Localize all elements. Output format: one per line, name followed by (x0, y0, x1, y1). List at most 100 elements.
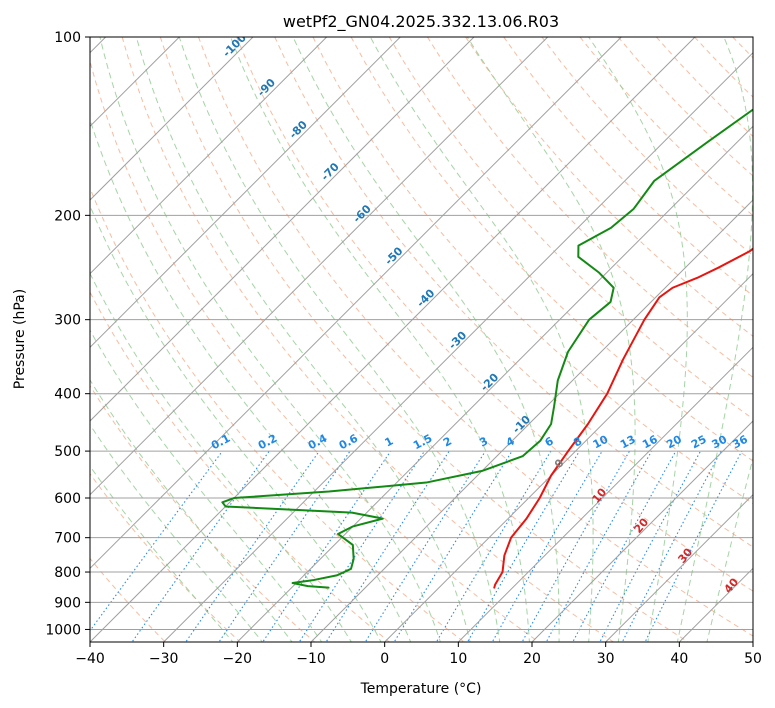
profile-lines (221, 108, 753, 589)
mixing-ratio-line (131, 450, 270, 642)
mixing-ratio-line (185, 450, 320, 642)
dry-adiabat-label: -10 (510, 413, 533, 436)
dewpoint-profile-line (221, 108, 753, 589)
mixing-ratio-line (435, 450, 552, 642)
y-tick-label: 100 (54, 30, 81, 46)
dry-adiabat-line (236, 37, 753, 592)
temperature-profile-line (493, 247, 753, 589)
dry-adiabat-label: -60 (351, 202, 374, 225)
mixing-ratio-label: 10 (591, 433, 611, 452)
dry-adiabat-line (541, 37, 753, 257)
dry-adiabat-line (90, 384, 316, 642)
mixing-ratio-label: 30 (710, 433, 730, 452)
dry-adiabat-label: -90 (255, 76, 278, 99)
dry-adiabat-label: -40 (414, 286, 437, 309)
mixing-ratio-line (262, 450, 392, 642)
x-tick-label: 20 (523, 651, 541, 667)
mixing-ratio-line (572, 450, 677, 642)
dry-adiabat-line (694, 37, 753, 98)
mixing-ratio-label: 16 (640, 433, 660, 452)
mixing-ratio-line (218, 450, 351, 642)
isotherm-line (90, 37, 622, 570)
mixing-ratio-label: 0.4 (306, 432, 330, 453)
isotherm-line (163, 51, 753, 642)
x-tick-label: 40 (670, 651, 688, 667)
y-tick-label: 1000 (45, 622, 81, 638)
moist-adiabat-line (369, 37, 594, 642)
x-tick-label: −10 (296, 651, 326, 667)
moist-adiabat-line (466, 37, 636, 642)
isotherm-line (310, 199, 753, 642)
mixing-ratio-line (90, 450, 223, 632)
dry-adiabat-label: -30 (446, 328, 469, 351)
mixing-ratio-line (393, 450, 513, 642)
mixing-ratio-label: 25 (689, 433, 709, 452)
mixing-ratio-line (644, 450, 743, 642)
isotherm-line (90, 37, 401, 349)
mixing-ratio-label: 20 (664, 433, 684, 452)
dry-adiabat-label: -50 (382, 244, 405, 267)
mixing-ratio-line (364, 450, 486, 642)
isotherm-line (90, 37, 475, 422)
x-tick-label: 50 (744, 651, 762, 667)
mixing-ratio-label: 36 (730, 433, 750, 452)
x-tick-label: −20 (223, 651, 253, 667)
isotherm-line (605, 493, 753, 642)
mixing-ratio-label: 1 (383, 434, 396, 449)
mixing-ratio-line (621, 450, 722, 642)
background-lines (90, 37, 775, 644)
x-tick-label: 30 (597, 651, 615, 667)
isotherm-line (457, 346, 753, 642)
dry-adiabat-line (90, 472, 241, 642)
y-tick-label: 500 (54, 444, 81, 460)
moist-adiabat-label: 40 (721, 575, 741, 595)
chart-title: wetPf2_GN04.2025.332.13.06.R03 (283, 12, 559, 32)
isotherm-line (752, 641, 753, 642)
x-axis-ticks: −40 −30 −20 −10 0 10 20 30 40 50 (75, 642, 762, 667)
isotherm-line (384, 272, 753, 642)
y-tick-label: 400 (54, 387, 81, 403)
mixing-ratio-line (599, 450, 702, 642)
dry-adiabat-line (90, 186, 465, 642)
moist-adiabat-label: 0 (552, 456, 567, 470)
isotherm-line (90, 37, 254, 201)
x-tick-label: −40 (75, 651, 105, 667)
x-axis-label: Temperature (°C) (360, 681, 482, 697)
isotherm-line (236, 125, 753, 642)
y-tick-label: 900 (54, 595, 81, 611)
dry-adiabat-label: -20 (478, 371, 501, 394)
dry-adiabat-line (350, 37, 753, 462)
moist-adiabat-line (230, 37, 530, 642)
moist-adiabat-line (99, 37, 441, 642)
moist-adiabat-line (90, 204, 382, 642)
x-tick-label: −30 (149, 651, 179, 667)
dry-adiabat-line (121, 37, 615, 642)
mixing-ratio-label: 6 (543, 434, 556, 449)
y-axis-ticks: 100 200 300 400 500 600 700 800 900 1000 (45, 30, 90, 638)
mixing-ratio-line (298, 450, 425, 642)
y-axis-label: Pressure (hPa) (12, 289, 28, 389)
x-tick-label: 0 (380, 651, 389, 667)
isotherm-line (90, 37, 328, 275)
moist-adiabat-label: 30 (675, 545, 695, 565)
mixing-ratio-label: 3 (477, 434, 490, 449)
dry-adiabat-label: -80 (287, 118, 310, 141)
dry-adiabat-line (655, 37, 753, 138)
mixing-ratio-label: 2 (441, 434, 454, 449)
x-tick-label: 10 (449, 651, 467, 667)
y-tick-label: 700 (54, 531, 81, 547)
isotherm-line (90, 37, 549, 496)
dry-adiabat-line (426, 37, 753, 378)
dry-adiabat-line (503, 37, 753, 297)
mixing-ratio-label: 0.2 (256, 432, 279, 453)
dry-adiabat-line (771, 37, 775, 644)
moist-adiabat-line (706, 456, 753, 642)
y-tick-label: 200 (54, 208, 81, 224)
dry-adiabat-label: -70 (319, 160, 342, 183)
dry-adiabat-line (388, 37, 753, 420)
dry-adiabat-line (274, 37, 753, 548)
plot-frame (89, 36, 754, 643)
y-tick-label: 600 (54, 491, 81, 507)
dry-adiabat-line (312, 37, 753, 505)
